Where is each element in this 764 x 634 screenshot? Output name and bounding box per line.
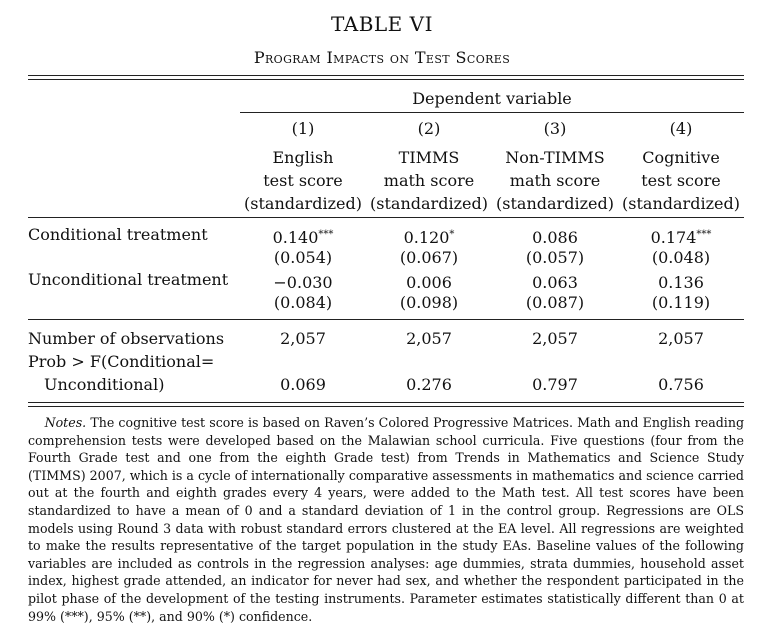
column-header: math score [509,171,601,190]
column-header: test score [641,171,721,190]
column-header: (standardized) [622,194,740,213]
notes-lead: Notes. [44,415,87,430]
standard-error-cell: (0.098) [399,293,459,312]
prob-f-cell: 0.756 [658,375,704,394]
significance-stars: *** [318,229,334,240]
standard-error-cell: (0.054) [273,248,333,267]
column-header: Cognitive [642,148,720,167]
significance-stars: *** [696,229,712,240]
row-label-prob-f-continued: Unconditional) [44,375,165,394]
estimate-cell: 0.174*** [650,228,712,247]
column-header: (standardized) [244,194,362,213]
estimate-cell: −0.030 [273,273,333,292]
observations-cell: 2,057 [658,329,704,348]
column-header: Non-TIMMS [505,148,605,167]
estimate-cell: 0.140*** [272,228,334,247]
estimate-cell: 0.086 [532,228,578,247]
table-notes: Notes. The cognitive test score is based… [28,414,744,625]
prob-f-cell: 0.069 [280,375,326,394]
header-bottom-rule [28,217,744,218]
standard-error-cell: (0.067) [399,248,459,267]
estimate-cell: 0.120* [403,228,455,247]
row-label-unconditional: Unconditional treatment [28,270,229,289]
column-header: math score [383,171,475,190]
standard-error-cell: (0.087) [525,293,585,312]
standard-error-cell: (0.084) [273,293,333,312]
column-number: (3) [543,119,567,138]
row-label-conditional: Conditional treatment [28,225,208,244]
estimate-cell: 0.063 [532,273,578,292]
estimate-cell: 0.006 [406,273,452,292]
observations-cell: 2,057 [280,329,326,348]
column-number: (4) [669,119,693,138]
notes-text: The cognitive test score is based on Rav… [28,415,745,624]
dependent-variable-header: Dependent variable [412,89,572,108]
column-header: (standardized) [370,194,488,213]
row-label-prob-f: Prob > F(Conditional= [28,352,215,371]
prob-f-cell: 0.797 [532,375,578,394]
column-header: TIMMS [398,148,460,167]
table-title: TABLE VI [331,12,433,36]
significance-stars: * [449,229,455,240]
column-number: (2) [417,119,441,138]
column-number: (1) [291,119,315,138]
standard-error-cell: (0.057) [525,248,585,267]
standard-error-cell: (0.119) [651,293,711,312]
bottom-rule [28,402,744,407]
row-label-observations: Number of observations [28,329,225,348]
observations-cell: 2,057 [532,329,578,348]
estimate-cell: 0.136 [658,273,704,292]
column-header: English [272,148,334,167]
mid-rule [28,319,744,320]
header-rule [240,112,744,113]
standard-error-cell: (0.048) [651,248,711,267]
column-header: test score [263,171,343,190]
observations-cell: 2,057 [406,329,452,348]
top-rule [28,75,744,80]
prob-f-cell: 0.276 [406,375,452,394]
table-subtitle: Program Impacts on Test Scores [253,48,511,67]
column-header: (standardized) [496,194,614,213]
